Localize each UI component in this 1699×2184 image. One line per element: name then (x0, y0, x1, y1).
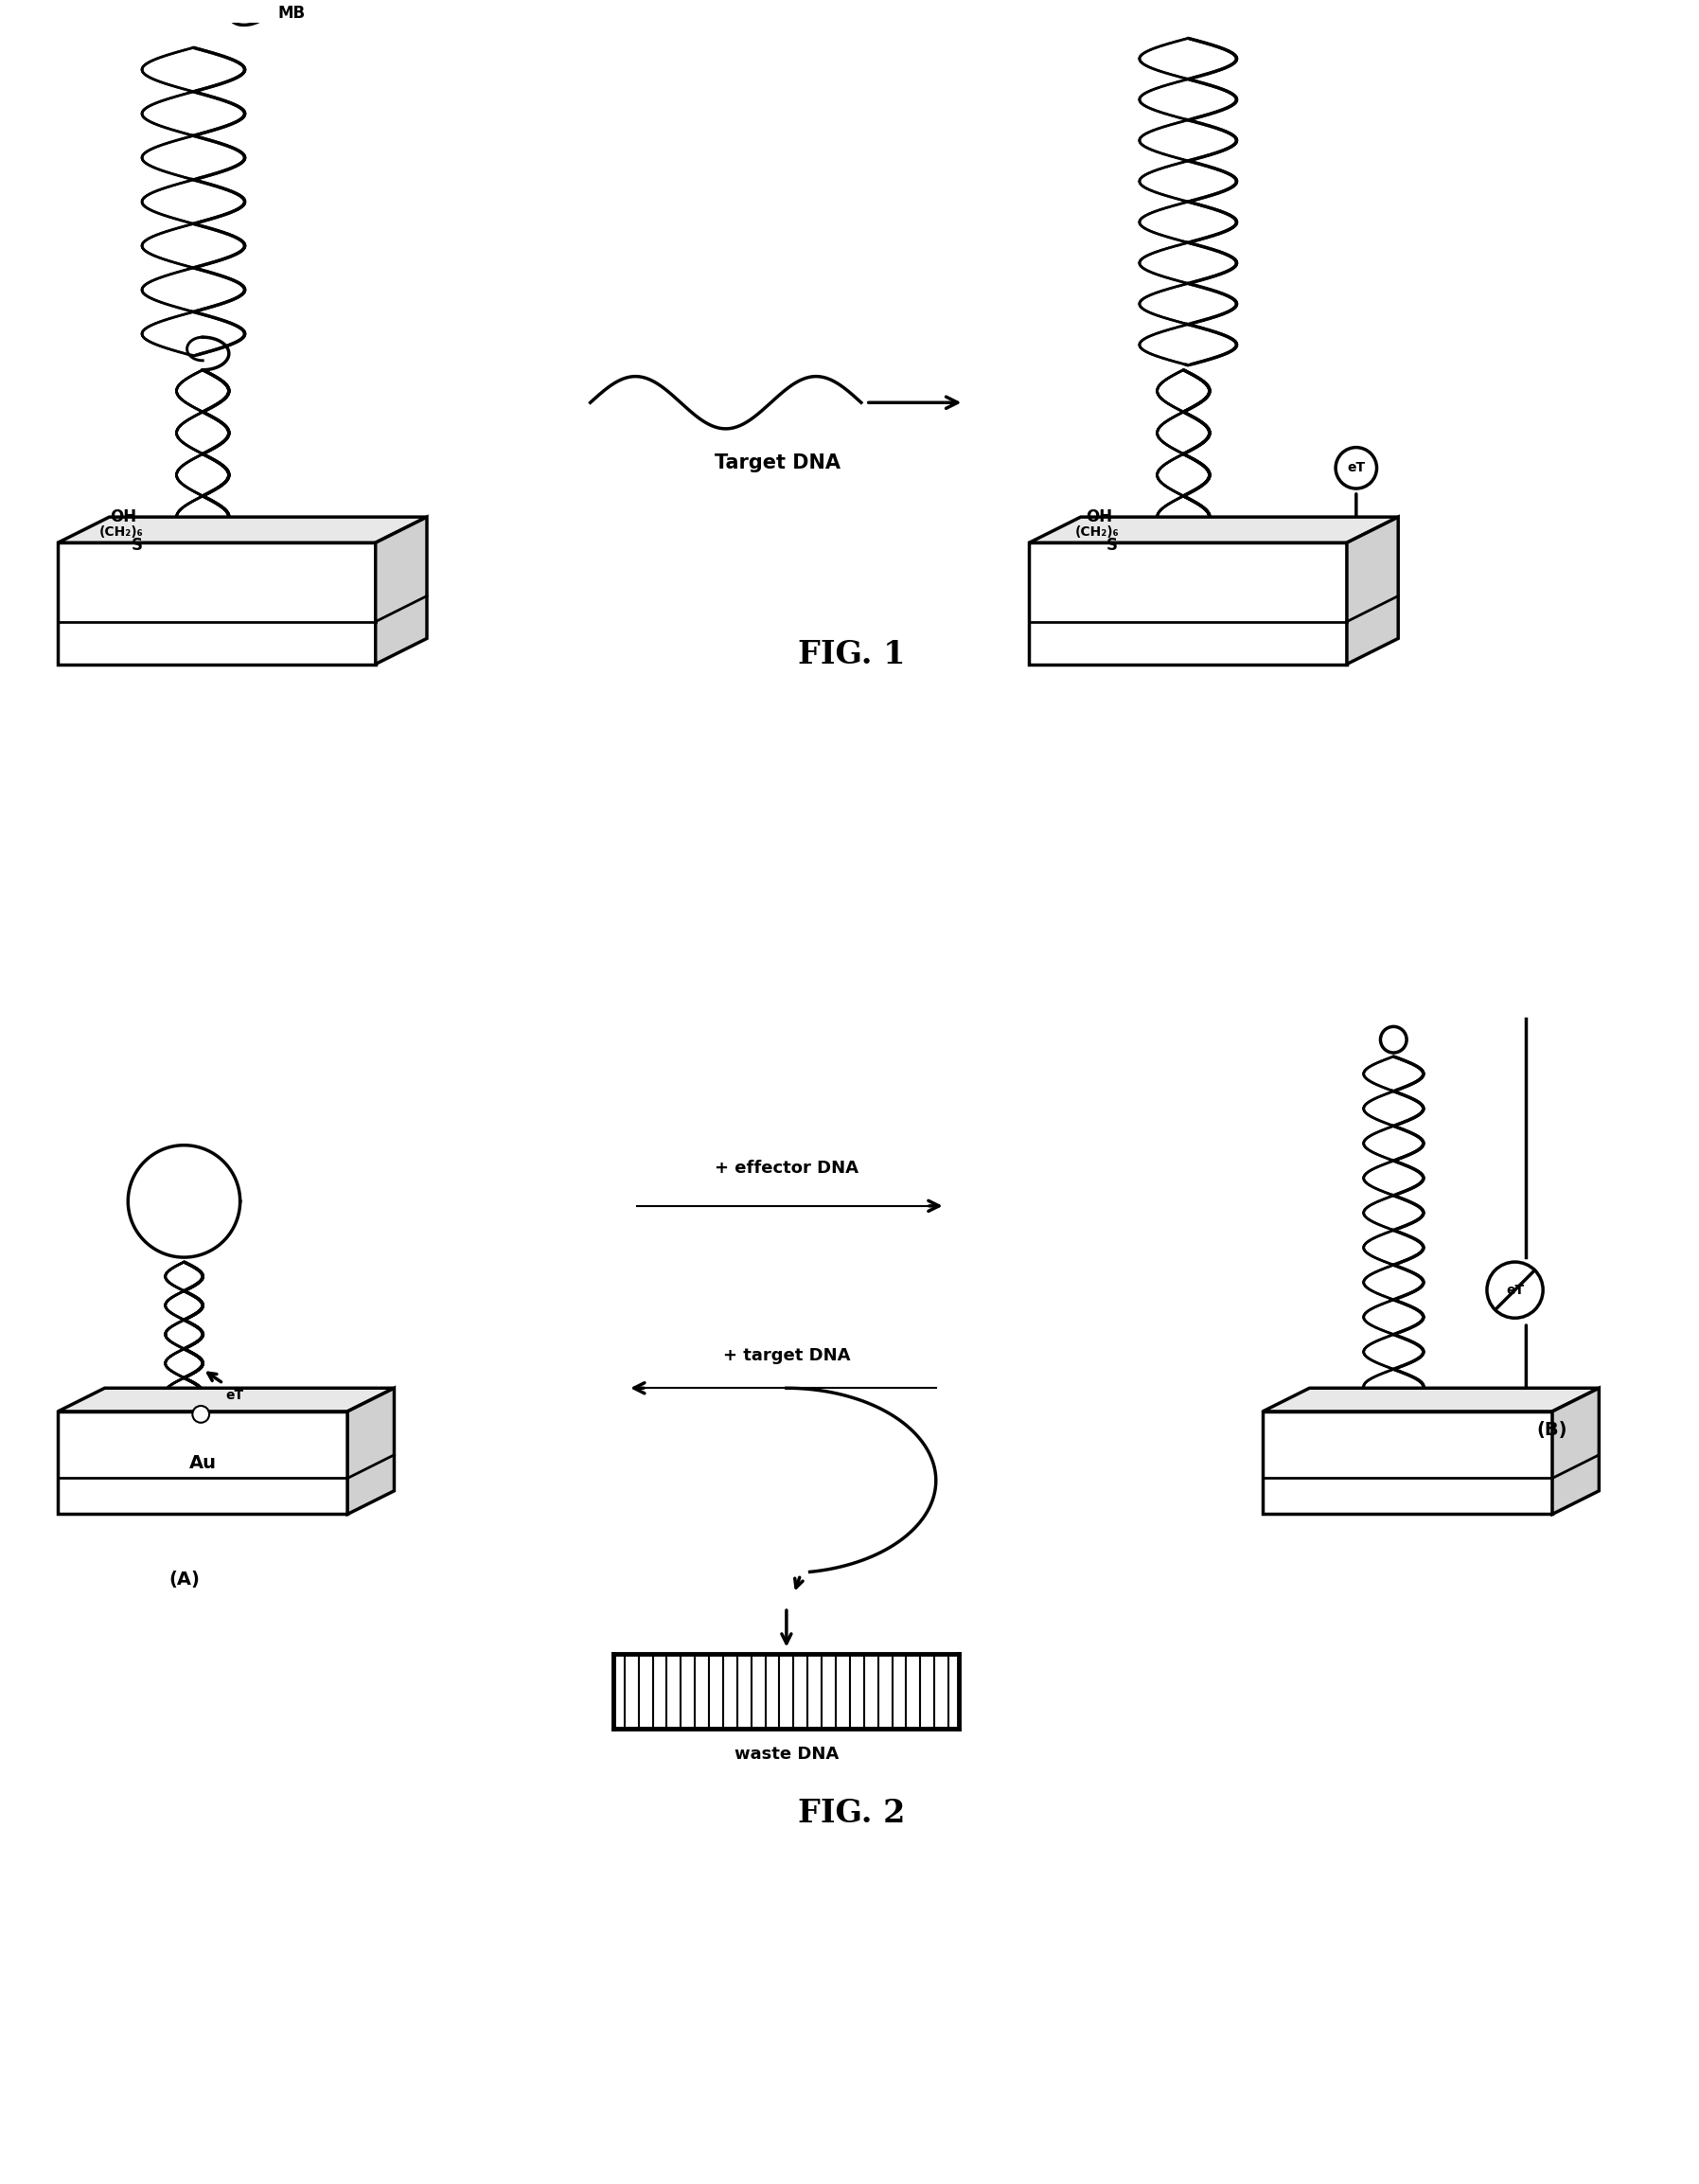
Text: MB: MB (277, 4, 306, 22)
Circle shape (192, 1406, 209, 1422)
Text: (CH₂)₆: (CH₂)₆ (1075, 526, 1120, 539)
Text: eT: eT (226, 1389, 245, 1402)
Polygon shape (58, 542, 375, 664)
Polygon shape (1262, 1389, 1599, 1411)
Polygon shape (1347, 518, 1398, 664)
Circle shape (1381, 1026, 1407, 1053)
Text: (CH₂)₆: (CH₂)₆ (99, 526, 144, 539)
Ellipse shape (231, 0, 268, 24)
Polygon shape (1030, 518, 1398, 542)
Text: eT: eT (1347, 461, 1366, 474)
Polygon shape (58, 1389, 394, 1411)
Text: S: S (1106, 537, 1118, 555)
Polygon shape (1262, 1411, 1553, 1514)
Polygon shape (375, 518, 426, 664)
Text: OH: OH (1086, 509, 1113, 526)
Text: FIG. 1: FIG. 1 (799, 640, 906, 670)
Text: FIG. 2: FIG. 2 (799, 1797, 906, 1828)
Polygon shape (58, 1411, 348, 1514)
Polygon shape (1030, 542, 1347, 664)
Text: OH: OH (110, 509, 136, 526)
Text: (A): (A) (168, 1570, 199, 1588)
Text: + effector DNA: + effector DNA (715, 1160, 858, 1177)
Text: eT: eT (1505, 1284, 1524, 1297)
Polygon shape (1553, 1389, 1599, 1514)
Text: Au: Au (189, 1455, 216, 1472)
Text: waste DNA: waste DNA (734, 1745, 839, 1762)
Polygon shape (348, 1389, 394, 1514)
Circle shape (1335, 448, 1376, 489)
Polygon shape (58, 518, 426, 542)
Text: (B): (B) (1538, 1422, 1568, 1439)
Text: + target DNA: + target DNA (722, 1348, 850, 1365)
Text: S: S (131, 537, 143, 555)
Circle shape (1487, 1262, 1543, 1317)
Text: Target DNA: Target DNA (714, 454, 839, 472)
